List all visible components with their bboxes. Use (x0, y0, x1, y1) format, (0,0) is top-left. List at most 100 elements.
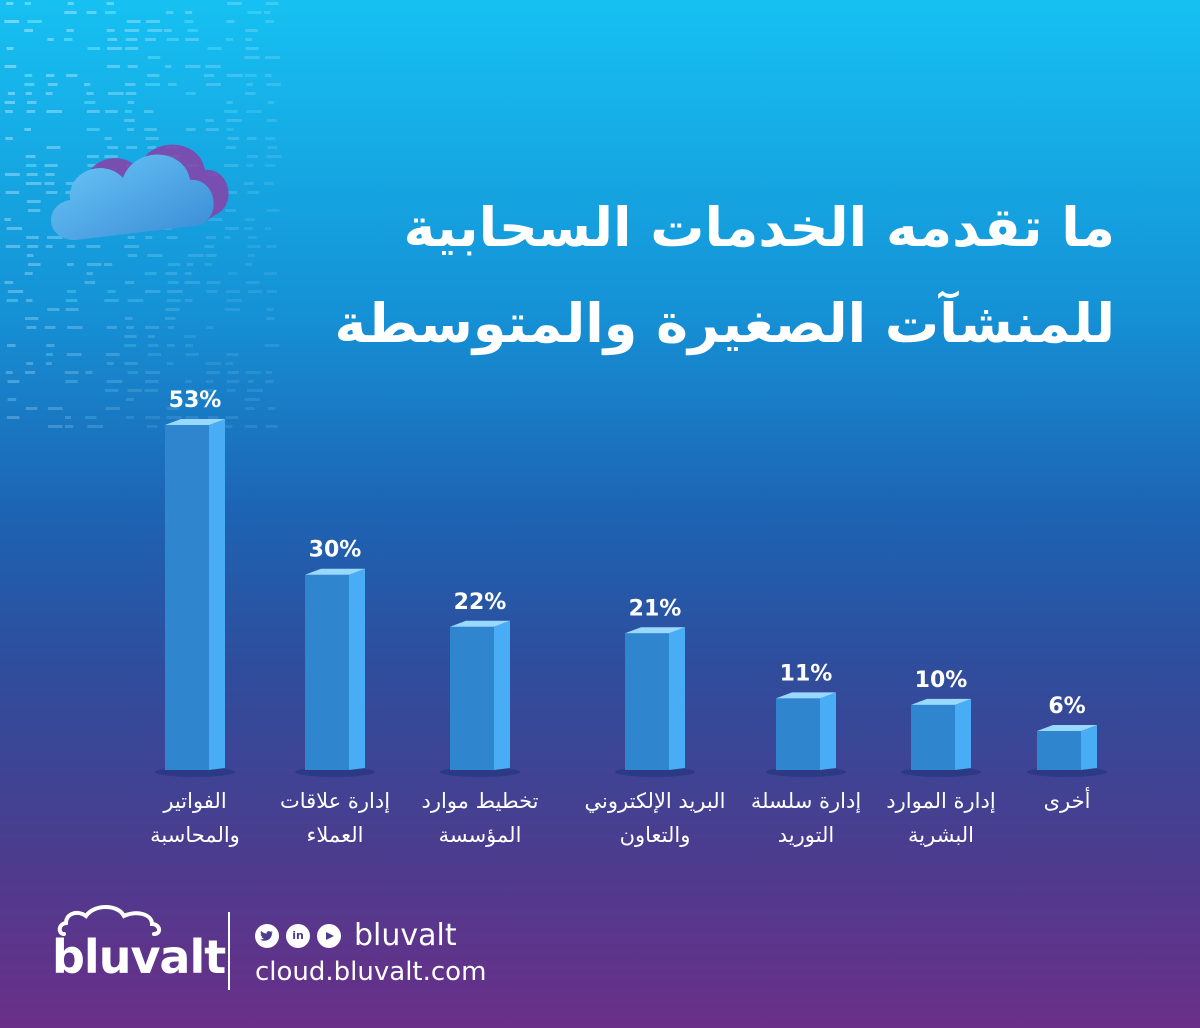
data-stream-dash (6, 344, 16, 347)
data-stream-dash (267, 101, 275, 104)
data-stream-dash (224, 164, 239, 167)
data-stream-dash (227, 2, 242, 5)
data-stream-dash (85, 371, 93, 374)
data-stream-dash (264, 11, 271, 14)
data-stream-dash (66, 245, 75, 248)
data-stream-dash (106, 65, 120, 68)
data-stream-dash (66, 74, 78, 77)
bar-front (911, 704, 955, 770)
data-stream-dash (127, 389, 142, 392)
data-stream-dash (244, 218, 255, 221)
website-link[interactable]: cloud.bluvalt.com (255, 957, 487, 987)
data-stream-dash (106, 380, 123, 383)
data-stream-dash (264, 344, 280, 347)
data-stream-dash (65, 299, 78, 302)
social-handle[interactable]: bluvalt (354, 918, 457, 953)
data-stream-dash (166, 362, 174, 365)
data-stream-dash (26, 299, 33, 302)
bar-top (625, 627, 685, 634)
data-stream-dash (7, 92, 16, 95)
data-stream-dash (127, 299, 144, 302)
data-stream-dash (104, 137, 112, 140)
data-stream-dash (224, 110, 238, 113)
data-stream-dash (46, 110, 63, 113)
data-stream-dash (264, 74, 272, 77)
data-stream-dash (207, 47, 222, 50)
data-stream-dash (5, 191, 20, 194)
data-stream-dash (144, 110, 154, 113)
data-stream-dash (126, 20, 141, 23)
data-stream-dash (125, 47, 139, 50)
data-stream-dash (25, 92, 32, 95)
bar-top (1037, 724, 1097, 731)
data-stream-dash (85, 416, 97, 419)
data-stream-dash (144, 290, 161, 293)
data-stream-dash (166, 11, 174, 14)
data-stream-dash (87, 155, 99, 158)
data-stream-dash (44, 326, 56, 329)
data-stream-dash (264, 272, 278, 275)
data-stream-dash (185, 38, 199, 41)
data-stream-dash (144, 38, 157, 41)
data-stream-dash (186, 398, 200, 401)
data-stream-dash (64, 416, 71, 419)
data-stream-dash (126, 326, 134, 329)
data-stream-dash (124, 110, 132, 113)
value-label: 10% (915, 668, 968, 693)
data-stream-dash (7, 398, 17, 401)
category-label: العملاء (307, 823, 364, 847)
data-stream-dash (206, 290, 218, 293)
data-stream-dash (266, 290, 278, 293)
data-stream-dash (47, 407, 63, 410)
data-stream-dash (264, 56, 280, 59)
data-stream-dash (24, 83, 35, 86)
category-label: والتعاون (620, 823, 691, 847)
data-stream-dash (26, 254, 34, 257)
data-stream-dash (24, 317, 39, 320)
data-stream-dash (47, 236, 63, 239)
data-stream-dash (27, 209, 41, 212)
data-stream-dash (26, 236, 39, 239)
data-stream-dash (5, 245, 21, 248)
data-stream-dash (145, 326, 160, 329)
data-stream-dash (125, 83, 136, 86)
category-label: الفواتير (162, 789, 226, 813)
twitter-icon[interactable] (255, 923, 279, 948)
data-stream-dash (147, 56, 161, 59)
data-stream-dash (247, 290, 262, 293)
data-stream-dash (86, 245, 101, 248)
data-stream-dash (165, 65, 172, 68)
data-stream-dash (27, 245, 39, 248)
data-stream-dash (266, 83, 281, 86)
data-stream-dash (145, 371, 160, 374)
data-stream-dash (205, 389, 217, 392)
data-stream-dash (44, 164, 58, 167)
data-stream-dash (205, 254, 217, 257)
value-label: 6% (1048, 694, 1085, 719)
data-stream-dash (107, 92, 124, 95)
data-stream-dash (86, 272, 93, 275)
data-stream-dash (87, 47, 101, 50)
data-stream-dash (66, 29, 74, 32)
data-stream-dash (105, 407, 120, 410)
bar-side (955, 698, 971, 770)
data-stream-dash (266, 317, 275, 320)
data-stream-dash (267, 407, 276, 410)
data-stream-dash (166, 407, 179, 410)
data-stream-dash (27, 263, 41, 266)
data-stream-dash (5, 137, 13, 140)
linkedin-icon[interactable]: in (286, 923, 310, 948)
youtube-icon[interactable] (317, 923, 341, 948)
value-label: 22% (454, 590, 507, 615)
data-stream-dash (6, 227, 23, 230)
data-stream-dash (67, 263, 74, 266)
data-stream-dash (7, 290, 24, 293)
data-stream-dash (147, 146, 156, 149)
data-stream-dash (244, 182, 254, 185)
data-stream-dash (206, 371, 221, 374)
data-stream-dash (264, 227, 272, 230)
data-stream-dash (205, 236, 216, 239)
data-stream-dash (227, 371, 239, 374)
data-stream-dash (25, 182, 42, 185)
